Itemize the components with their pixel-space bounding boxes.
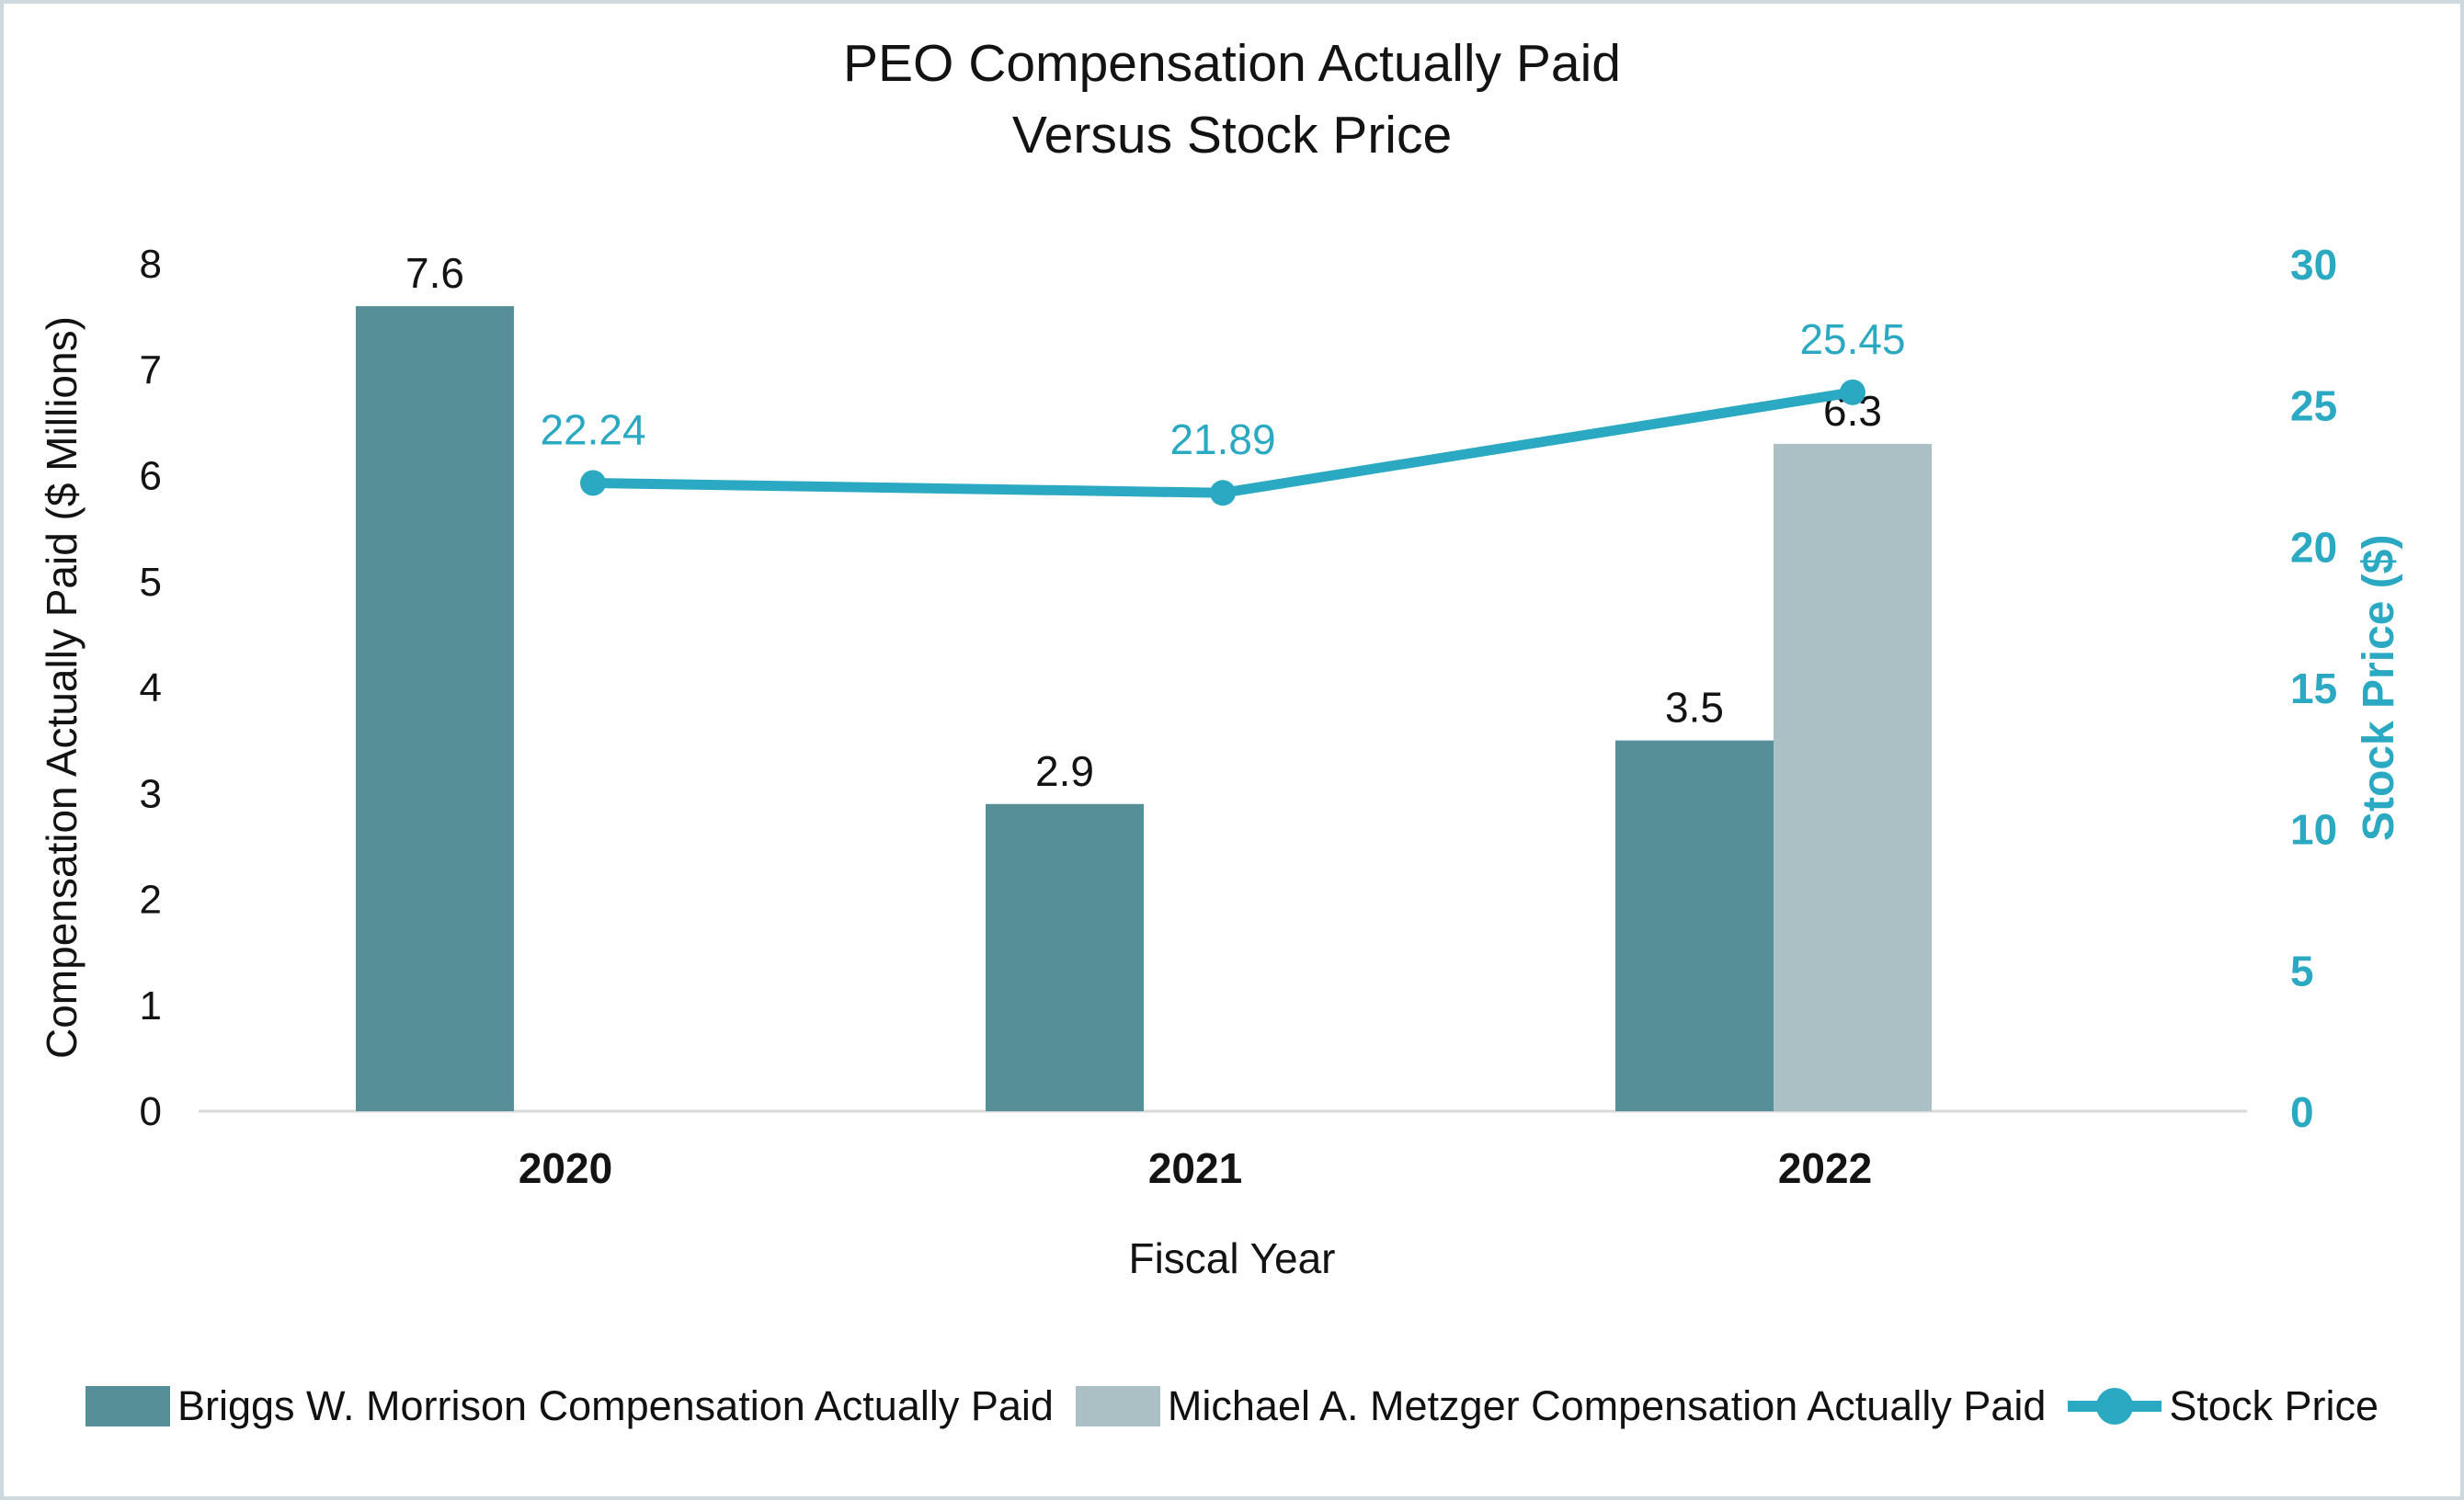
right-axis-tick-label: 25 bbox=[2290, 382, 2337, 430]
legend-item-briggs: Briggs W. Morrison Compensation Actually… bbox=[86, 1382, 1054, 1430]
stock-price-point-label: 22.24 bbox=[540, 405, 645, 453]
right-axis-tick-label: 0 bbox=[2290, 1088, 2314, 1136]
left-axis-tick-label: 7 bbox=[140, 347, 162, 392]
left-axis-tick-label: 1 bbox=[140, 983, 162, 1028]
legend-label-metzger: Michael A. Metzger Compensation Actually… bbox=[1167, 1382, 2047, 1429]
chart-title-line1: PEO Compensation Actually Paid bbox=[843, 34, 1621, 93]
stock-price-point bbox=[1210, 480, 1236, 506]
right-axis-tick-label: 5 bbox=[2290, 947, 2314, 994]
x-axis-title: Fiscal Year bbox=[1128, 1234, 1336, 1282]
metzger-bar-swatch-icon bbox=[1075, 1386, 1160, 1426]
legend-label-briggs: Briggs W. Morrison Compensation Actually… bbox=[177, 1382, 1054, 1429]
left-axis-tick-label: 6 bbox=[140, 454, 162, 499]
bar bbox=[1774, 443, 1932, 1111]
stock-price-point bbox=[1840, 379, 1865, 405]
legend-item-metzger: Michael A. Metzger Compensation Actually… bbox=[1075, 1382, 2047, 1430]
left-axis-tick-label: 0 bbox=[140, 1089, 162, 1134]
x-tick-label: 2022 bbox=[1778, 1144, 1872, 1192]
x-tick-label: 2021 bbox=[1148, 1144, 1242, 1192]
briggs-bar-swatch-icon bbox=[86, 1386, 170, 1426]
chart-title-line2: Versus Stock Price bbox=[1011, 106, 1453, 165]
bar-value-label: 2.9 bbox=[1035, 747, 1094, 795]
legend-item-stock-price: Stock Price bbox=[2068, 1382, 2378, 1430]
right-axis-tick-label: 20 bbox=[2290, 523, 2337, 571]
bar-value-label: 3.5 bbox=[1665, 684, 1724, 732]
left-axis-tick-label: 5 bbox=[140, 560, 162, 605]
stock-price-point-label: 21.89 bbox=[1169, 415, 1275, 463]
stock-price-line-marker-icon bbox=[2068, 1385, 2162, 1427]
legend: Briggs W. Morrison Compensation Actually… bbox=[4, 1382, 2460, 1430]
chart-title: PEO Compensation Actually Paid Versus St… bbox=[4, 28, 2460, 171]
bar-value-label: 7.6 bbox=[405, 249, 464, 297]
stock-price-point bbox=[580, 470, 606, 496]
bar bbox=[1615, 740, 1774, 1111]
left-axis-tick-label: 2 bbox=[140, 878, 162, 923]
right-axis-tick-label: 10 bbox=[2290, 806, 2337, 854]
left-axis-tick-label: 3 bbox=[140, 771, 162, 816]
stock-price-point-label: 25.45 bbox=[1799, 315, 1905, 363]
left-axis-tick-label: 8 bbox=[140, 242, 162, 287]
bar bbox=[986, 803, 1144, 1111]
stock-price-marker-dot bbox=[2096, 1388, 2134, 1425]
left-axis-tick-label: 4 bbox=[140, 665, 162, 710]
x-tick-label: 2020 bbox=[519, 1144, 612, 1192]
right-axis-tick-label: 30 bbox=[2290, 241, 2337, 289]
bar bbox=[356, 306, 514, 1112]
legend-label-stock-price: Stock Price bbox=[2169, 1382, 2378, 1429]
right-axis-tick-label: 15 bbox=[2290, 665, 2337, 712]
